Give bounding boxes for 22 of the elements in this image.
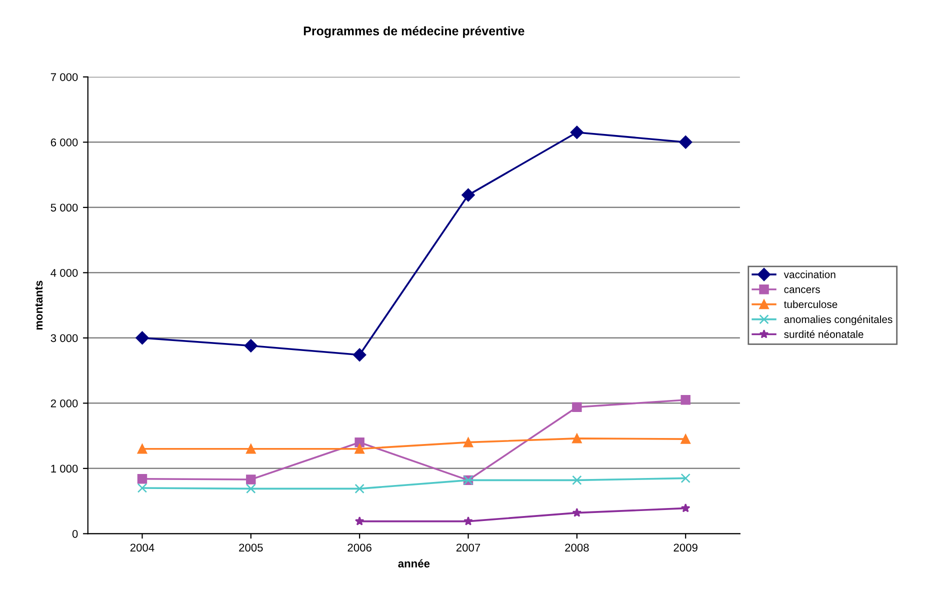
y-tick-label: 0 — [72, 530, 78, 538]
legend-label: cancers — [784, 287, 820, 294]
y-tick-label: 2 000 — [50, 399, 78, 408]
legend-label: tuberculose — [784, 300, 838, 308]
x-tick-label: 2008 — [565, 544, 589, 552]
x-tick-label: 2009 — [674, 544, 698, 552]
chart-title: Programmes de médecine préventive — [304, 26, 524, 38]
y-tick-label: 3 000 — [50, 334, 78, 342]
y-tick-label: 5 000 — [50, 204, 78, 212]
y-tick-label: 6 000 — [50, 138, 78, 146]
x-tick-label: 2006 — [348, 544, 372, 552]
y-tick-label: 4 000 — [50, 268, 78, 277]
x-tick-label: 2007 — [456, 544, 480, 552]
legend-label: surdité néonatale — [784, 330, 864, 338]
y-tick-label: 1 000 — [51, 464, 78, 473]
legend-label: anomalies congénitales — [784, 315, 892, 326]
x-tick-label: 2005 — [239, 544, 263, 552]
legend-label: vaccination — [784, 270, 836, 278]
y-axis-title: montants — [35, 280, 43, 330]
x-axis-title: année — [398, 559, 430, 568]
y-tick-label: 7 000 — [50, 73, 78, 82]
x-tick-label: 2004 — [130, 544, 154, 552]
